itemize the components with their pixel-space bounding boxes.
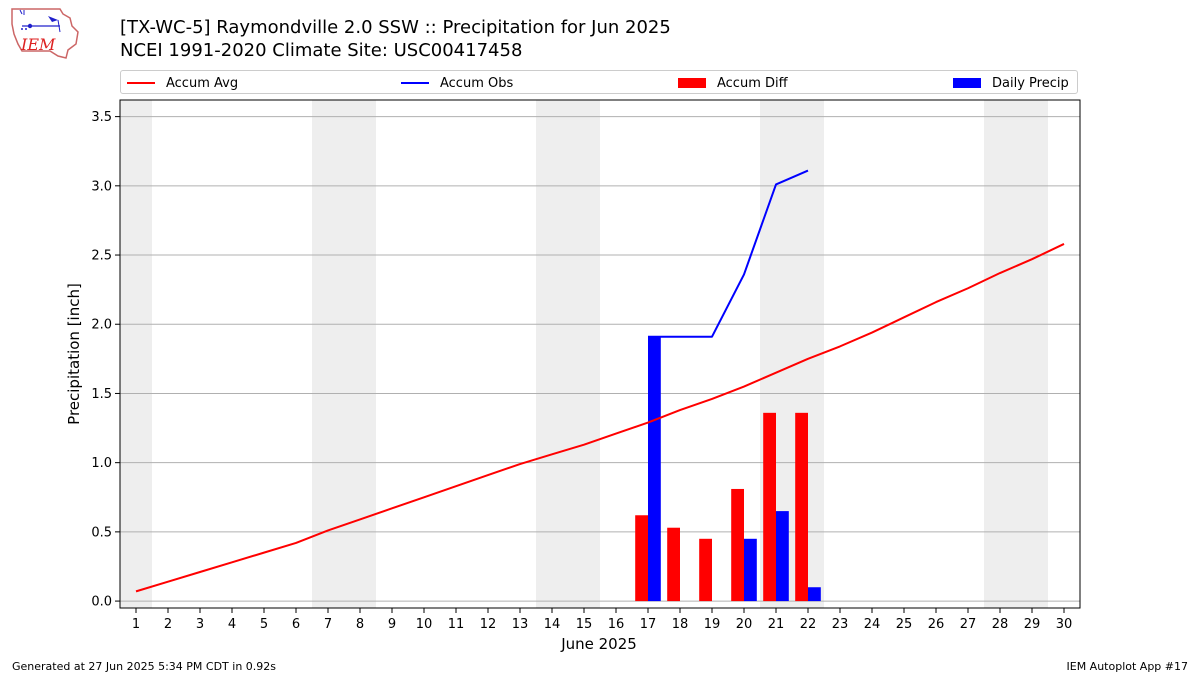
x-tick-label-30: 30	[1056, 617, 1073, 632]
x-tick-label-23: 23	[832, 617, 849, 632]
weekend-shade-14	[536, 100, 568, 608]
x-tick-label-17: 17	[640, 617, 657, 632]
iem-logo: IEM	[11, 8, 79, 59]
x-tick-label-28: 28	[992, 617, 1009, 632]
y-tick-label-1.0: 1.0	[91, 456, 112, 471]
y-tick-label-2.5: 2.5	[91, 249, 112, 264]
legend-item-accum-avg: Accum Avg	[127, 71, 238, 95]
app-credit: IEM Autoplot App #17	[1066, 660, 1189, 673]
y-gridlines	[120, 116, 1080, 602]
x-tick-label-11: 11	[448, 617, 465, 632]
x-tick-label-9: 9	[388, 617, 396, 632]
svg-text:IEM: IEM	[20, 35, 56, 54]
x-tick-label-8: 8	[356, 617, 364, 632]
x-tick-label-13: 13	[512, 617, 529, 632]
bars	[635, 336, 821, 602]
line-accum-obs	[648, 169, 809, 338]
x-tick-label-15: 15	[576, 617, 593, 632]
x-tick-label-22: 22	[800, 617, 817, 632]
x-tick-label-1: 1	[132, 617, 140, 632]
plot-frame	[119, 99, 1081, 609]
y-axis-ticks: 0.0 0.5 1.0 1.5 2.0 2.5 3.0 3.5	[91, 110, 120, 610]
legend-label-accum-avg: Accum Avg	[166, 75, 239, 91]
weekend-shade-29	[1016, 100, 1048, 608]
y-tick-label-2.0: 2.0	[91, 318, 112, 333]
y-tick-label-3.5: 3.5	[91, 110, 112, 125]
weekend-shade-1	[120, 100, 152, 608]
legend-swatch-accum-diff	[678, 78, 706, 88]
bar-daily-precip-17	[648, 336, 661, 602]
bar-accum-diff-17	[635, 515, 648, 602]
chart-title: [TX-WC-5] Raymondville 2.0 SSW :: Precip…	[120, 17, 671, 38]
x-tick-label-7: 7	[324, 617, 332, 632]
x-tick-label-27: 27	[960, 617, 977, 632]
x-tick-label-6: 6	[292, 617, 300, 632]
y-tick-label-0.5: 0.5	[91, 525, 112, 540]
x-tick-label-29: 29	[1024, 617, 1041, 632]
bar-daily-precip-20	[744, 538, 757, 602]
legend-swatch-accum-avg	[127, 82, 155, 84]
bar-daily-precip-21	[776, 511, 789, 602]
x-axis-ticks: 1 2 3 4 5 6 7 8 9 10 11 12 13 14 15 16 17 18 19 20 21 22 23 24 2…	[132, 608, 1072, 632]
x-tick-label-25: 25	[896, 617, 913, 632]
x-tick-label-20: 20	[736, 617, 753, 632]
weekend-shade-7	[312, 100, 344, 608]
chart-legend: Accum Avg Accum Obs Accum Diff Daily Pre…	[120, 70, 1078, 94]
x-tick-label-18: 18	[672, 617, 689, 632]
bar-accum-diff-19	[699, 538, 712, 602]
x-tick-label-24: 24	[864, 617, 881, 632]
weekend-shade-28	[984, 100, 1016, 608]
legend-label-accum-diff: Accum Diff	[717, 75, 788, 91]
x-tick-label-26: 26	[928, 617, 945, 632]
x-tick-label-4: 4	[228, 617, 236, 632]
y-axis-label: Precipitation [inch]	[65, 283, 83, 425]
x-tick-label-19: 19	[704, 617, 721, 632]
bar-accum-diff-21	[763, 412, 776, 602]
legend-swatch-accum-obs	[401, 82, 429, 84]
x-tick-label-5: 5	[260, 617, 268, 632]
weekend-shade-15	[568, 100, 600, 608]
accum-lines	[135, 169, 1065, 593]
bar-daily-precip-22	[808, 587, 821, 602]
bar-accum-diff-20	[731, 488, 744, 602]
legend-item-daily-precip: Daily Precip	[953, 71, 1069, 95]
x-tick-label-10: 10	[416, 617, 433, 632]
legend-item-accum-obs: Accum Obs	[401, 71, 513, 95]
x-tick-label-21: 21	[768, 617, 785, 632]
y-tick-label-0.0: 0.0	[91, 595, 112, 610]
x-tick-label-3: 3	[196, 617, 204, 632]
y-tick-label-3.0: 3.0	[91, 179, 112, 194]
legend-swatch-daily-precip	[953, 78, 981, 88]
legend-item-accum-diff: Accum Diff	[678, 71, 788, 95]
y-tick-label-1.5: 1.5	[91, 387, 112, 402]
x-tick-label-2: 2	[164, 617, 172, 632]
bar-accum-diff-18	[667, 527, 680, 602]
x-axis-label: June 2025	[560, 635, 637, 653]
x-tick-label-12: 12	[480, 617, 497, 632]
generated-timestamp: Generated at 27 Jun 2025 5:34 PM CDT in …	[12, 660, 277, 673]
legend-label-daily-precip: Daily Precip	[992, 75, 1069, 91]
legend-label-accum-obs: Accum Obs	[440, 75, 514, 91]
x-tick-label-16: 16	[608, 617, 625, 632]
line-accum-avg	[135, 243, 1065, 593]
chart-subtitle: NCEI 1991-2020 Climate Site: USC00417458	[120, 40, 523, 61]
x-tick-label-14: 14	[544, 617, 561, 632]
bar-accum-diff-22	[795, 412, 808, 602]
